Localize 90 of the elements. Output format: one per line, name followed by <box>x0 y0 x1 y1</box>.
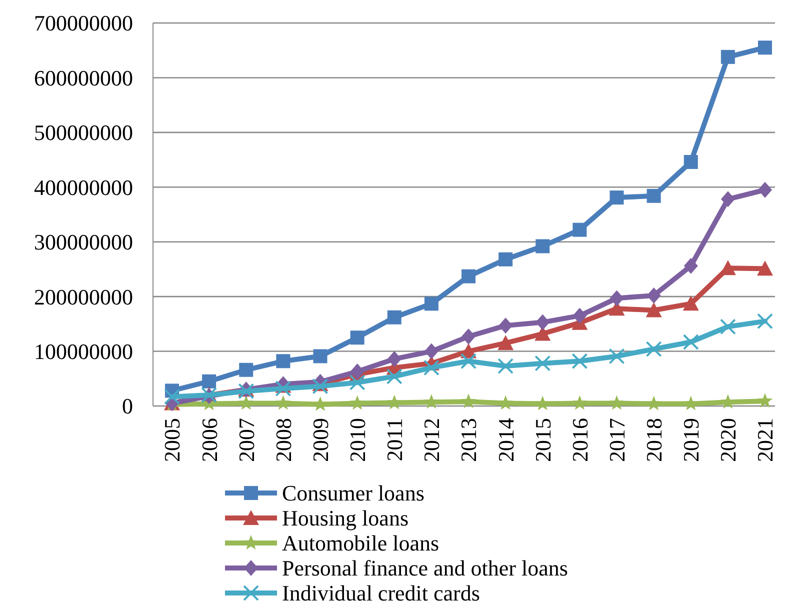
x-tick-label: 2009 <box>308 418 333 462</box>
x-tick-label: 2013 <box>456 418 482 462</box>
point <box>646 287 661 304</box>
point <box>387 310 402 324</box>
y-tick-label: 300000000 <box>34 230 133 255</box>
point <box>646 302 662 318</box>
y-tick-label: 400000000 <box>34 174 133 200</box>
point <box>387 350 402 367</box>
point <box>682 334 699 350</box>
point <box>683 396 698 410</box>
point <box>646 341 662 358</box>
point <box>608 348 625 364</box>
legend-label: Individual credit cards <box>282 580 480 606</box>
x-tick-label: 2016 <box>567 418 592 462</box>
x-tick-label: 2005 <box>160 418 185 462</box>
point <box>646 188 661 203</box>
point <box>350 364 364 380</box>
point <box>312 378 328 394</box>
y-tick-label: 500000000 <box>34 120 133 146</box>
point <box>498 358 514 374</box>
point <box>350 395 365 410</box>
point <box>536 239 550 254</box>
point <box>462 328 476 345</box>
point <box>758 40 772 55</box>
point <box>684 154 698 169</box>
point <box>720 50 735 64</box>
point <box>386 394 402 410</box>
point <box>423 360 440 376</box>
x-tick-label: 2011 <box>382 418 408 462</box>
point <box>424 343 438 360</box>
x-tick-label: 2007 <box>234 418 259 462</box>
point <box>202 374 216 388</box>
point <box>757 393 773 408</box>
point <box>460 394 476 408</box>
point <box>276 395 291 410</box>
point <box>498 335 514 350</box>
point <box>498 252 513 266</box>
x-tick-label: 2021 <box>752 418 778 462</box>
point <box>757 313 773 330</box>
point <box>424 296 438 311</box>
legend-label: Automobile loans <box>282 530 440 556</box>
point <box>386 368 402 384</box>
x-tick-label: 2014 <box>493 418 518 462</box>
point <box>609 395 624 410</box>
point <box>460 353 476 370</box>
legend-label: Consumer loans <box>282 480 424 506</box>
x-tick-label: 2015 <box>530 418 556 462</box>
x-tick-label: 2012 <box>419 418 444 462</box>
point <box>313 349 328 364</box>
legend-label: Housing loans <box>282 506 408 531</box>
point <box>535 396 550 410</box>
point <box>720 318 736 335</box>
point <box>276 354 290 368</box>
point <box>572 222 587 237</box>
legend-label: Personal finance and other loans <box>282 556 568 581</box>
point <box>424 394 440 409</box>
point <box>720 191 735 208</box>
point <box>757 260 773 276</box>
y-tick-label: 0 <box>122 394 133 419</box>
y-tick-label: 700000000 <box>34 10 133 36</box>
y-tick-label: 200000000 <box>34 284 133 310</box>
x-tick-label: 2010 <box>345 418 370 462</box>
point <box>572 308 587 324</box>
y-tick-label: 600000000 <box>34 65 133 90</box>
point <box>164 388 180 405</box>
point <box>536 314 550 330</box>
point <box>682 296 699 311</box>
point <box>572 353 588 370</box>
point <box>238 395 254 410</box>
point <box>610 190 624 205</box>
point <box>610 290 624 306</box>
x-tick-label: 2008 <box>270 418 296 462</box>
point <box>349 374 366 390</box>
x-tick-label: 2006 <box>196 418 222 462</box>
point <box>646 396 662 410</box>
point <box>534 355 551 372</box>
x-tick-label: 2019 <box>678 418 704 462</box>
point <box>350 330 364 345</box>
point <box>498 318 513 334</box>
point <box>572 395 588 410</box>
x-tick-label: 2020 <box>716 418 741 462</box>
point <box>312 396 328 411</box>
y-tick-label: 100000000 <box>34 338 133 364</box>
point <box>462 269 476 284</box>
point <box>758 182 772 198</box>
point <box>239 362 254 377</box>
x-tick-label: 2018 <box>642 418 667 462</box>
point <box>275 380 292 396</box>
x-tick-label: 2017 <box>604 418 630 462</box>
point <box>684 258 698 274</box>
